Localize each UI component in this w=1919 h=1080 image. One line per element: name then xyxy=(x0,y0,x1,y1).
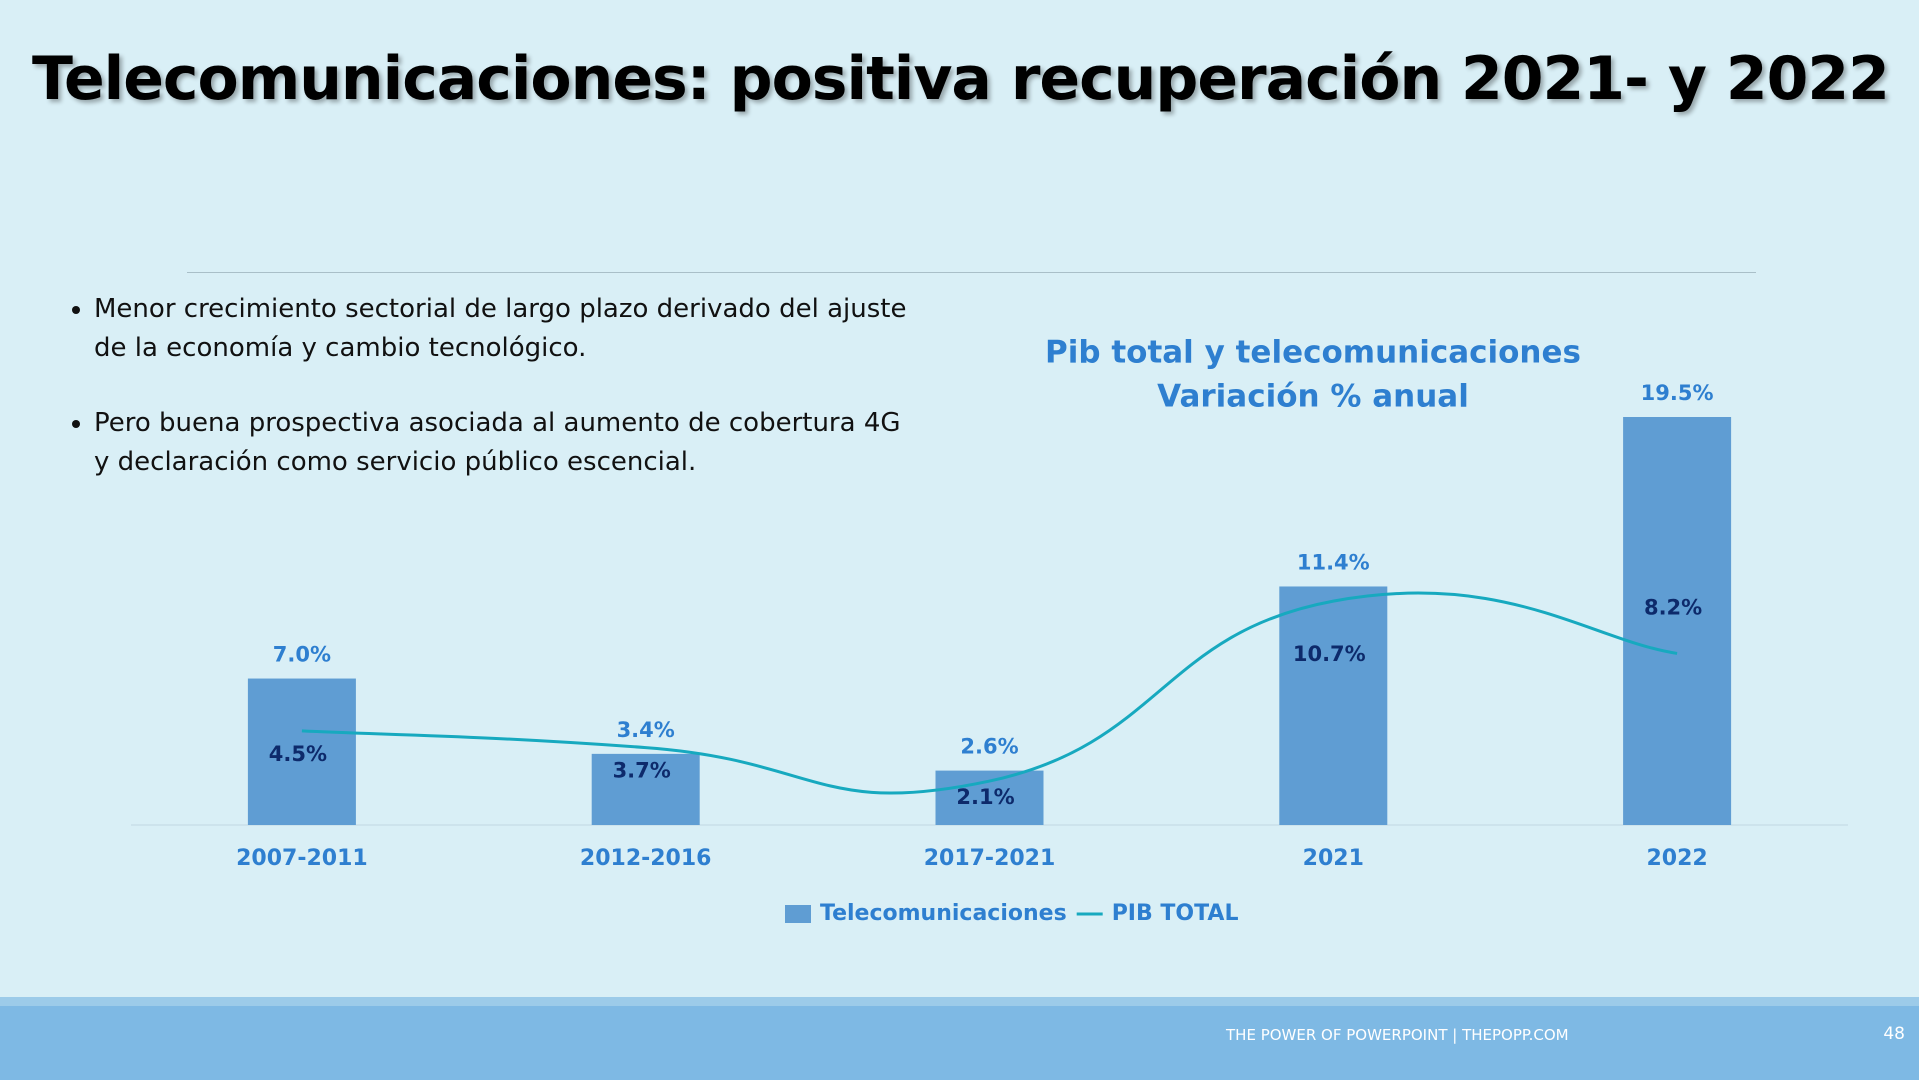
line xyxy=(301,591,1678,795)
footer-text: THE POWER OF POWERPOINT | THEPOPP.COM xyxy=(1226,1026,1569,1044)
slide-title: Telecomunicaciones: positiva recuperació… xyxy=(32,44,1890,114)
bar xyxy=(1623,417,1732,825)
chart-subtitle: Variación % anual xyxy=(1157,379,1469,415)
chart: Pib total y telecomunicaciones Variación… xyxy=(131,335,1848,926)
legend-swatch xyxy=(785,905,811,923)
x-tick-label: 2017-2021 xyxy=(924,846,1056,871)
line-value-label: 3.7% xyxy=(613,759,671,783)
line-value-label: 10.7% xyxy=(1293,642,1366,666)
legend-label: PIB TOTAL xyxy=(1112,901,1239,926)
bullet: Pero buena prospectiva asociada al aumen… xyxy=(94,404,914,482)
separator xyxy=(187,272,1756,273)
line-value-label: 8.2% xyxy=(1644,595,1702,619)
line-value-label: 2.1% xyxy=(956,785,1014,809)
x-tick-label: 2012-2016 xyxy=(580,846,712,871)
bullet-list: Menor crecimiento sectorial de largo pla… xyxy=(58,290,914,518)
x-tick-label: 2021 xyxy=(1303,846,1364,871)
x-tick-label: 2022 xyxy=(1646,846,1707,871)
bar-value-label: 7.0% xyxy=(273,643,331,667)
line-value-label: 4.5% xyxy=(269,742,327,766)
bar-value-label: 11.4% xyxy=(1297,550,1370,574)
bullet: Menor crecimiento sectorial de largo pla… xyxy=(94,290,914,368)
bar-value-label: 3.4% xyxy=(617,718,675,742)
bar-value-label: 2.6% xyxy=(960,735,1018,759)
page-number: 48 xyxy=(1883,1024,1905,1044)
chart-title: Pib total y telecomunicaciones xyxy=(1045,335,1581,371)
bar-value-label: 19.5% xyxy=(1641,381,1714,405)
footer-band xyxy=(0,997,1919,1080)
legend-label: Telecomunicaciones xyxy=(820,901,1067,926)
bar xyxy=(1279,586,1388,825)
bar xyxy=(591,753,700,825)
x-tick-label: 2007-2011 xyxy=(236,846,368,871)
bar xyxy=(247,678,356,825)
